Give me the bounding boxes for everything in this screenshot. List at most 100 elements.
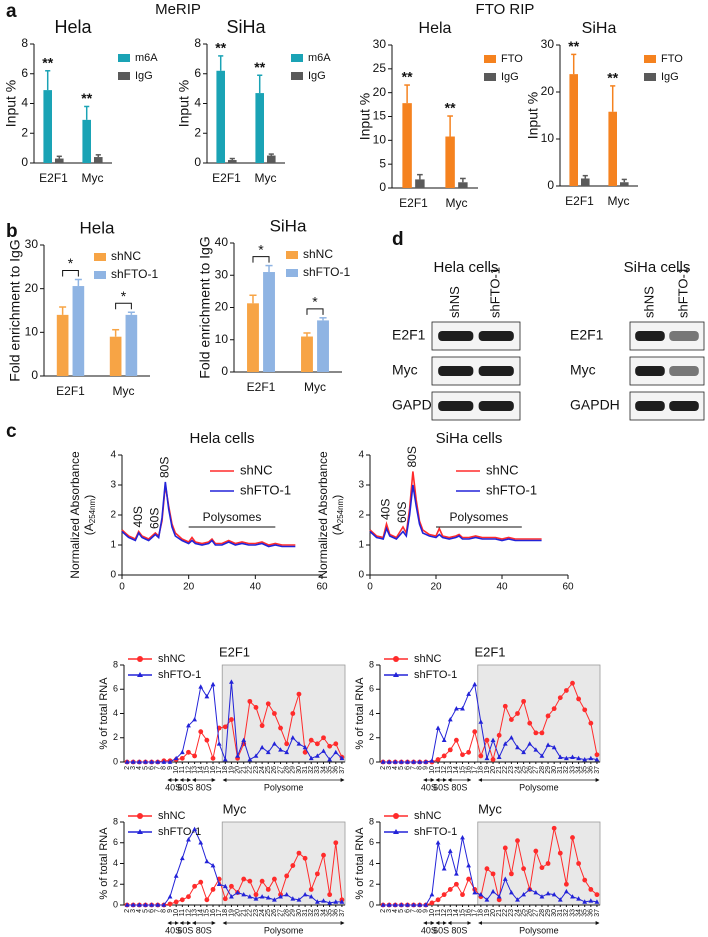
y-axis-label: % of total RNA bbox=[354, 827, 366, 900]
x-tick-label: 24 bbox=[514, 766, 521, 774]
point bbox=[472, 729, 478, 735]
point bbox=[186, 749, 191, 755]
point bbox=[179, 749, 185, 755]
y-tick-label: 0 bbox=[113, 756, 118, 766]
point bbox=[570, 680, 575, 686]
chart-title: SiHa bbox=[226, 17, 266, 37]
point bbox=[327, 900, 333, 905]
point bbox=[490, 888, 496, 894]
y-axis-label: Input % bbox=[3, 80, 19, 127]
bar bbox=[263, 272, 275, 372]
x-tick-label: 11 bbox=[179, 909, 186, 916]
point bbox=[229, 883, 234, 889]
x-tick-label: 8 bbox=[161, 766, 168, 770]
bar bbox=[402, 103, 412, 188]
bar bbox=[125, 314, 138, 376]
x-tick-label: 15 bbox=[204, 909, 211, 917]
legend-label: m6A bbox=[135, 52, 158, 64]
point bbox=[314, 741, 320, 747]
point bbox=[179, 755, 185, 761]
point bbox=[167, 759, 173, 764]
lane-label: shNS bbox=[447, 286, 462, 318]
point bbox=[333, 741, 339, 747]
point bbox=[533, 848, 539, 854]
point bbox=[478, 719, 484, 724]
x-tick-label: 23 bbox=[508, 909, 515, 917]
y-axis-label-part: (A bbox=[330, 523, 344, 535]
x-tick-label: 9 bbox=[423, 766, 430, 770]
x-tick-label: 31 bbox=[557, 909, 564, 917]
x-tick-label: 16 bbox=[465, 766, 472, 774]
point bbox=[405, 902, 410, 907]
bar bbox=[43, 90, 52, 163]
chart-title: Myc bbox=[223, 801, 247, 816]
point bbox=[398, 759, 404, 764]
x-tick-label: Myc bbox=[82, 171, 104, 185]
point bbox=[321, 852, 326, 858]
point bbox=[314, 753, 320, 758]
x-tick-label: 17 bbox=[472, 766, 479, 774]
significance-label: ** bbox=[568, 38, 579, 54]
point bbox=[302, 749, 308, 755]
x-tick-label: 18 bbox=[222, 909, 229, 917]
legend-marker bbox=[393, 656, 399, 662]
blot-band bbox=[635, 366, 665, 376]
legend-label: shFTO-1 bbox=[486, 482, 537, 497]
point bbox=[539, 894, 545, 899]
peak-label: 60S bbox=[148, 508, 162, 529]
legend-swatch bbox=[94, 253, 106, 261]
peak-label: 40S bbox=[131, 506, 145, 527]
y-tick-label: 10 bbox=[25, 325, 39, 339]
x-tick-label: 21 bbox=[241, 766, 248, 774]
point bbox=[290, 896, 296, 901]
x-tick-label: E2F1 bbox=[212, 171, 241, 185]
bar bbox=[216, 70, 225, 163]
x-tick-label: 60 bbox=[562, 582, 574, 593]
point bbox=[521, 749, 527, 755]
point bbox=[453, 737, 459, 743]
point bbox=[259, 878, 265, 884]
x-tick-label: 33 bbox=[314, 909, 321, 917]
point bbox=[308, 887, 314, 892]
x-tick-label: 3 bbox=[386, 766, 393, 770]
legend-label: IgG bbox=[308, 70, 326, 82]
point bbox=[216, 741, 222, 746]
point bbox=[130, 902, 136, 907]
legend-label: shNC bbox=[111, 249, 141, 263]
x-tick-label: 32 bbox=[308, 909, 315, 917]
point bbox=[484, 866, 490, 872]
x-tick-label: 60 bbox=[316, 582, 328, 593]
point bbox=[278, 894, 283, 899]
point bbox=[296, 897, 302, 902]
y-tick-label: 4 bbox=[358, 450, 364, 461]
row-label: GAPDH bbox=[570, 397, 620, 413]
point bbox=[333, 899, 339, 904]
point bbox=[441, 753, 447, 759]
x-tick-label: 28 bbox=[539, 766, 546, 774]
point bbox=[253, 753, 259, 758]
row-label: Myc bbox=[570, 362, 596, 378]
region-label: 60S bbox=[433, 782, 449, 792]
x-tick-label: 20 bbox=[430, 582, 442, 593]
significance-label: * bbox=[312, 294, 318, 310]
x-tick-label: 14 bbox=[453, 909, 460, 917]
point bbox=[453, 881, 459, 887]
blot-band bbox=[478, 401, 514, 411]
series-line bbox=[121, 481, 296, 548]
significance-bracket bbox=[306, 308, 324, 315]
row-label: Myc bbox=[392, 362, 418, 378]
y-tick-label: 20 bbox=[25, 281, 39, 295]
point bbox=[392, 759, 398, 764]
x-tick-label: 22 bbox=[502, 909, 509, 917]
x-tick-label: 19 bbox=[228, 766, 235, 774]
point bbox=[594, 752, 600, 758]
x-tick-label: 2 bbox=[124, 909, 131, 913]
legend-label: shNC bbox=[414, 810, 442, 822]
x-tick-label: 25 bbox=[520, 909, 527, 917]
point bbox=[527, 720, 533, 726]
point bbox=[272, 897, 277, 902]
point bbox=[429, 892, 435, 897]
point bbox=[496, 754, 502, 759]
point bbox=[290, 735, 296, 740]
point bbox=[435, 725, 441, 730]
